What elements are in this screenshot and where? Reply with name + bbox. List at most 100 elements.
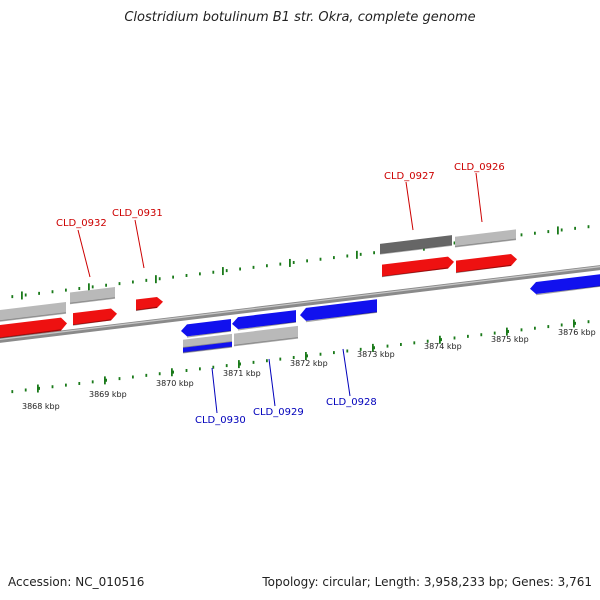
scale-label: 3876 kbp bbox=[558, 328, 596, 337]
minor-tick bbox=[105, 378, 107, 382]
minor-tick bbox=[38, 386, 40, 390]
feature-block bbox=[234, 325, 298, 346]
minor-tick bbox=[507, 329, 509, 333]
accession-text: Accession: NC_010516 bbox=[8, 575, 145, 589]
minor-tick bbox=[560, 323, 563, 327]
minor-tick bbox=[239, 267, 241, 271]
forward-gene-arrow bbox=[382, 256, 454, 277]
minor-tick bbox=[185, 273, 188, 277]
gene-leader-line bbox=[77, 229, 91, 278]
major-tick bbox=[88, 283, 90, 292]
scale-label: 3868 kbp bbox=[22, 402, 60, 411]
minor-tick bbox=[51, 290, 54, 294]
major-tick bbox=[557, 226, 559, 235]
minor-tick bbox=[158, 277, 161, 281]
feature-block-shadow bbox=[379, 244, 453, 255]
forward-gene-arrow bbox=[0, 317, 67, 339]
major-tick bbox=[356, 250, 358, 259]
major-tick bbox=[21, 291, 23, 300]
scale-label: 3872 kbp bbox=[290, 359, 328, 368]
lower-tick-track bbox=[11, 319, 590, 394]
feature-block-blue-shadow bbox=[182, 346, 233, 354]
reverse-gene-arrow bbox=[300, 299, 377, 321]
gene-leader-line bbox=[475, 172, 483, 223]
major-tick bbox=[222, 267, 224, 276]
minor-tick bbox=[574, 226, 576, 230]
reverse-gene-arrow bbox=[530, 274, 600, 294]
major-tick bbox=[171, 368, 173, 377]
genome-backbone bbox=[0, 265, 600, 343]
minor-tick bbox=[24, 388, 27, 392]
minor-tick bbox=[212, 270, 215, 274]
forward-gene-arrow-shadow bbox=[381, 267, 449, 278]
minor-tick bbox=[560, 228, 563, 232]
minor-tick bbox=[266, 359, 268, 363]
minor-tick bbox=[493, 331, 496, 335]
forward-gene-arrow-shadow bbox=[0, 329, 62, 339]
minor-tick bbox=[11, 390, 14, 394]
feature-block-shadow bbox=[69, 297, 116, 305]
minor-tick bbox=[225, 269, 228, 273]
minor-tick bbox=[292, 260, 295, 264]
minor-tick bbox=[547, 325, 550, 329]
minor-tick bbox=[534, 231, 536, 235]
minor-tick bbox=[587, 225, 590, 229]
forward-gene-arrow-shadow bbox=[455, 264, 512, 274]
minor-tick bbox=[520, 233, 523, 237]
minor-tick bbox=[346, 349, 349, 353]
major-tick bbox=[439, 335, 441, 344]
minor-tick bbox=[574, 321, 576, 325]
scale-label: 3870 kbp bbox=[156, 379, 194, 388]
minor-tick bbox=[118, 377, 121, 381]
forward-gene-arrow bbox=[136, 296, 163, 311]
feature-block-shadow bbox=[0, 312, 67, 322]
major-tick bbox=[573, 319, 575, 328]
gene-label-cld-0931: CLD_0931 bbox=[112, 208, 163, 219]
minor-tick bbox=[91, 380, 94, 384]
minor-tick bbox=[400, 342, 402, 346]
minor-tick bbox=[292, 355, 295, 359]
minor-tick bbox=[145, 373, 148, 377]
minor-tick bbox=[239, 362, 241, 366]
minor-tick bbox=[118, 282, 121, 286]
minor-tick bbox=[386, 344, 389, 348]
genome-summary-text: Topology: circular; Length: 3,958,233 bp… bbox=[262, 575, 592, 589]
major-tick bbox=[506, 327, 508, 336]
gene-leader-line bbox=[134, 219, 145, 269]
minor-tick bbox=[453, 336, 456, 340]
minor-tick bbox=[132, 280, 134, 284]
feature-track bbox=[0, 229, 600, 354]
minor-tick bbox=[132, 375, 134, 379]
minor-tick bbox=[65, 288, 67, 292]
major-tick bbox=[305, 352, 307, 360]
forward-gene-arrow bbox=[456, 254, 517, 273]
feature-block-shadow bbox=[454, 238, 517, 248]
minor-tick bbox=[78, 381, 81, 385]
major-tick bbox=[289, 258, 291, 267]
minor-tick bbox=[252, 265, 255, 269]
feature-block-blue bbox=[183, 341, 232, 353]
forward-gene-arrow-shadow bbox=[135, 306, 158, 312]
minor-tick bbox=[172, 370, 174, 374]
major-tick bbox=[372, 343, 374, 352]
feature-block bbox=[0, 301, 66, 322]
minor-tick bbox=[587, 320, 590, 324]
minor-tick bbox=[534, 326, 536, 330]
minor-tick bbox=[172, 275, 174, 279]
gene-label-cld-0928: CLD_0928 bbox=[326, 397, 377, 408]
minor-tick bbox=[91, 285, 94, 289]
minor-tick bbox=[359, 347, 362, 351]
minor-tick bbox=[413, 341, 416, 345]
minor-tick bbox=[266, 264, 268, 268]
genome-backbone-highlight bbox=[0, 266, 600, 340]
minor-tick bbox=[359, 252, 362, 256]
minor-tick bbox=[426, 339, 429, 343]
reverse-gene-arrow-shadow bbox=[535, 285, 600, 296]
feature-block bbox=[183, 333, 232, 348]
major-tick bbox=[104, 376, 106, 385]
minor-tick bbox=[225, 364, 228, 368]
minor-tick bbox=[105, 283, 107, 287]
minor-tick bbox=[199, 367, 201, 371]
